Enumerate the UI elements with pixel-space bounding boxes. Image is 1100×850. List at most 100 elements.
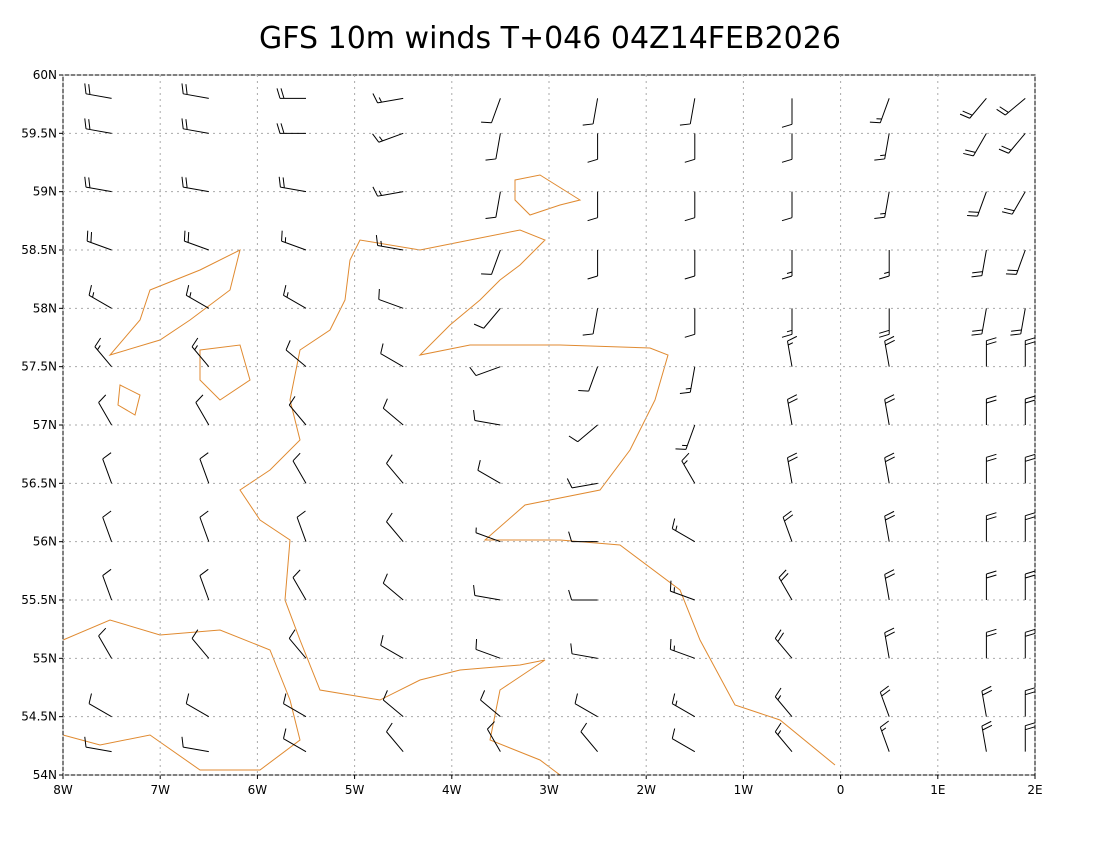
wind-barb	[386, 722, 404, 752]
wind-barb	[985, 512, 997, 542]
x-tick-label: 7W	[150, 783, 170, 797]
wind-barb	[570, 643, 598, 659]
wind-barb	[781, 308, 793, 338]
coast-hebrides	[108, 249, 251, 416]
wind-barb	[879, 250, 890, 280]
wind-barb	[195, 394, 210, 426]
wind-barb	[382, 690, 404, 718]
x-tick-label: 1W	[734, 783, 754, 797]
wind-barb	[684, 191, 696, 222]
wind-barb	[874, 191, 890, 219]
wind-barb	[781, 98, 793, 128]
x-tick-label: 3W	[539, 783, 559, 797]
y-tick-label: 54N	[33, 768, 57, 782]
wind-barb	[199, 510, 210, 542]
wind-barb	[475, 638, 501, 659]
wind-barb	[183, 230, 209, 251]
wind-barb	[1002, 191, 1026, 215]
wind-barb	[486, 721, 501, 752]
wind-barb	[669, 580, 695, 601]
wind-barb	[372, 93, 404, 104]
wind-barb	[879, 308, 890, 338]
wind-barb	[786, 452, 798, 484]
wind-barb	[981, 720, 993, 752]
wind-barb	[485, 133, 501, 161]
wind-barb	[88, 693, 112, 718]
wind-barb	[869, 98, 890, 124]
wind-barb	[181, 736, 209, 753]
wind-barb	[375, 235, 404, 251]
wind-barb	[675, 424, 696, 450]
wind-barb	[985, 395, 997, 425]
wind-barb	[185, 693, 210, 718]
wind-barb	[276, 123, 306, 134]
wind-barb	[473, 585, 501, 601]
wind-barb	[191, 337, 210, 367]
wind-barb	[191, 629, 210, 659]
y-tick-label: 56N	[33, 535, 57, 549]
wind-barb	[382, 573, 404, 601]
wind-barb	[778, 569, 793, 601]
coast-ireland	[62, 619, 301, 771]
wind-barb	[380, 635, 404, 659]
x-tick-label: 6W	[248, 783, 268, 797]
wind-barb	[469, 366, 501, 377]
wind-barb	[288, 629, 307, 659]
wind-barb	[884, 335, 895, 367]
x-tick-label: 0	[837, 783, 845, 797]
wind-barb	[372, 186, 404, 197]
wind-barb	[292, 452, 307, 484]
wind-barb	[98, 627, 113, 659]
wind-barb	[1024, 570, 1036, 600]
wind-barb	[587, 133, 599, 163]
wind-barb	[582, 308, 599, 336]
wind-barb	[282, 728, 307, 753]
wind-barb	[282, 693, 307, 718]
wind-barb	[985, 453, 997, 484]
y-tick-label: 56.5N	[21, 476, 57, 490]
wind-barb	[671, 728, 696, 753]
wind-barb	[774, 722, 793, 752]
coast-orkney	[514, 174, 582, 216]
wind-barb	[971, 308, 987, 336]
wind-barb	[781, 191, 793, 222]
wind-barb	[1005, 249, 1026, 275]
wind-barb	[285, 340, 307, 368]
wind-barb	[998, 133, 1026, 154]
y-tick-label: 54.5N	[21, 710, 57, 724]
wind-barb	[587, 250, 599, 280]
wind-barb	[884, 569, 895, 601]
wind-barb	[1024, 687, 1036, 717]
wind-barb	[481, 249, 501, 275]
x-tick-label: 5W	[345, 783, 365, 797]
wind-barb	[568, 531, 598, 543]
x-tick-label: 4W	[442, 783, 462, 797]
wind-barb	[996, 97, 1026, 116]
wind-barb	[879, 685, 891, 717]
wind-barb	[84, 118, 112, 134]
wind-barb	[786, 335, 798, 367]
wind-barb	[185, 285, 210, 309]
wind-barb	[382, 398, 404, 426]
wind-barb	[774, 687, 793, 717]
wind-barb	[1010, 308, 1026, 336]
wind-barb	[985, 337, 997, 367]
wind-barb	[587, 191, 599, 222]
y-tick-label: 57N	[33, 418, 57, 432]
wind-barb	[102, 568, 113, 601]
wind-barb	[477, 460, 501, 484]
x-tick-label: 8W	[53, 783, 73, 797]
wind-barb	[671, 518, 696, 543]
wind-barb	[781, 133, 793, 163]
y-tick-label: 59N	[33, 185, 57, 199]
wind-barb	[679, 366, 696, 394]
y-tick-label: 58.5N	[21, 243, 57, 257]
wind-barb	[473, 308, 501, 329]
wind-barb	[473, 410, 501, 426]
wind-barb	[1024, 337, 1036, 367]
x-tick-label: 1E	[930, 783, 945, 797]
wind-barb	[582, 98, 599, 126]
wind-barb	[967, 191, 987, 217]
wind-barb	[288, 396, 307, 426]
